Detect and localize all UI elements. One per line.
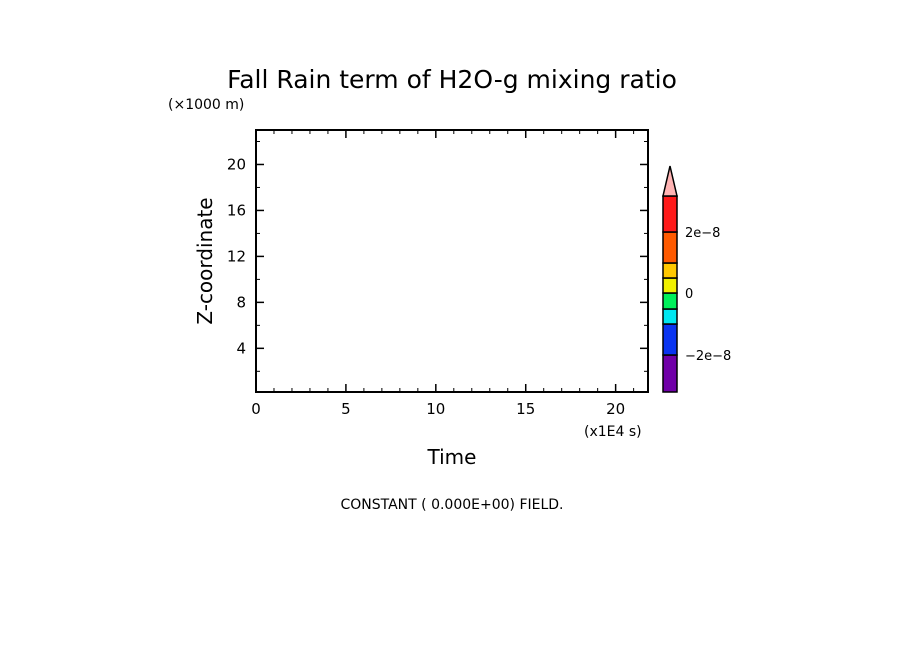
y-axis-label: Z-coordinate bbox=[193, 197, 217, 324]
x-units-label: (x1E4 s) bbox=[584, 424, 642, 440]
x-tick-label: 5 bbox=[341, 400, 351, 418]
colorbar-segment bbox=[662, 277, 678, 294]
constant-field-annotation: CONSTANT ( 0.000E+00) FIELD. bbox=[340, 497, 563, 513]
x-tick-label: 20 bbox=[606, 400, 625, 418]
colorbar-label: −2e−8 bbox=[685, 349, 731, 364]
colorbar-segment bbox=[662, 323, 678, 356]
colorbar-segment bbox=[662, 308, 678, 325]
colorbar-segment bbox=[662, 354, 678, 393]
y-units-label: (×1000 m) bbox=[168, 97, 244, 113]
y-tick-label: 20 bbox=[227, 155, 246, 173]
colorbar-segment bbox=[662, 262, 678, 279]
x-tick-label: 0 bbox=[251, 400, 261, 418]
x-tick-label: 10 bbox=[426, 400, 445, 418]
colorbar-segment bbox=[662, 292, 678, 310]
colorbar-label: 2e−8 bbox=[685, 226, 720, 241]
y-tick-label: 4 bbox=[236, 339, 246, 357]
x-tick-label: 15 bbox=[516, 400, 535, 418]
colorbar-label: 0 bbox=[685, 287, 693, 302]
plot-frame bbox=[255, 129, 649, 393]
colorbar-overflow-triangle bbox=[662, 165, 678, 197]
chart-title: Fall Rain term of H2O-g mixing ratio bbox=[227, 65, 677, 94]
y-tick-label: 12 bbox=[227, 247, 246, 265]
y-tick-label: 8 bbox=[236, 293, 246, 311]
colorbar-segment bbox=[662, 195, 678, 233]
colorbar-segment bbox=[662, 231, 678, 264]
x-axis-label: Time bbox=[427, 445, 477, 469]
y-tick-label: 16 bbox=[227, 201, 246, 219]
